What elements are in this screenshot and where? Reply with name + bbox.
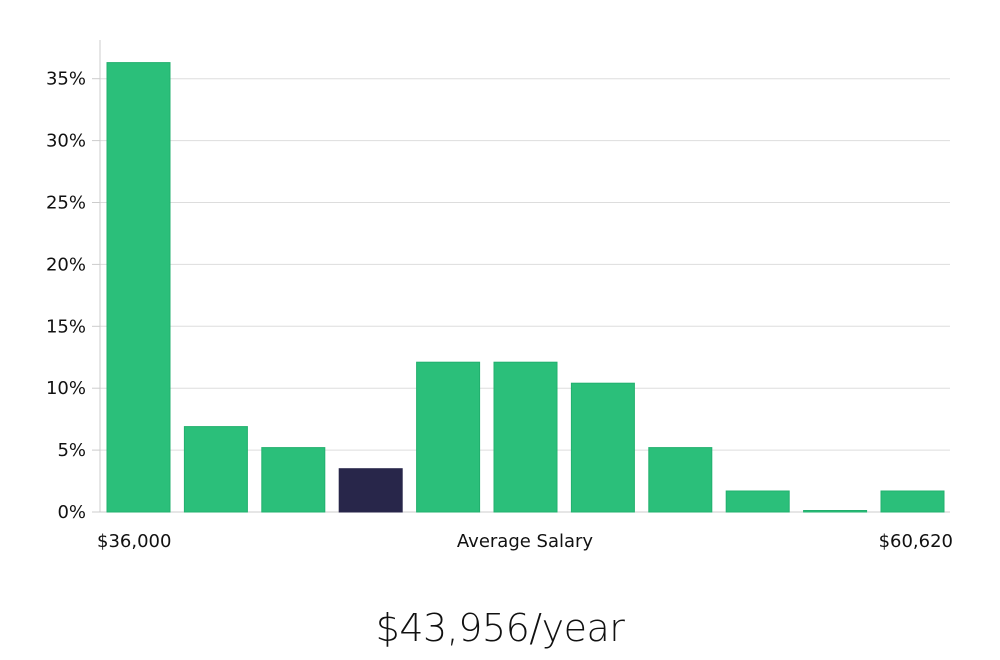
bar xyxy=(261,447,326,513)
bar xyxy=(183,426,248,513)
y-tick-labels: 0% 5% 10% 15% 20% 25% 30% 35% xyxy=(46,69,100,523)
y-tick-label: 35% xyxy=(46,69,86,90)
x-min-label: $36,000 xyxy=(97,531,171,552)
bar xyxy=(648,447,713,513)
bar xyxy=(106,62,171,513)
bar xyxy=(803,510,868,513)
bar xyxy=(493,361,558,513)
y-tick-label: 15% xyxy=(46,316,86,337)
x-max-label: $60,620 xyxy=(879,531,953,552)
grid-lines xyxy=(100,78,950,451)
salary-histogram: 0% 5% 10% 15% 20% 25% 30% 35% $36,000 Average S… xyxy=(46,40,953,552)
x-axis-title: Average Salary xyxy=(457,531,594,552)
y-tick-label: 10% xyxy=(46,378,86,399)
bar xyxy=(880,490,945,513)
average-salary-headline: $43,956/year xyxy=(375,606,625,650)
y-tick-label: 0% xyxy=(57,502,86,523)
y-tick-label: 5% xyxy=(57,440,86,461)
y-tick-label: 25% xyxy=(46,193,86,214)
bar xyxy=(725,490,790,513)
bars xyxy=(106,62,945,513)
bar xyxy=(416,361,481,513)
bar-highlighted xyxy=(338,468,403,513)
y-tick-label: 20% xyxy=(46,254,86,275)
y-tick-label: 30% xyxy=(46,131,86,152)
bar xyxy=(570,382,635,513)
